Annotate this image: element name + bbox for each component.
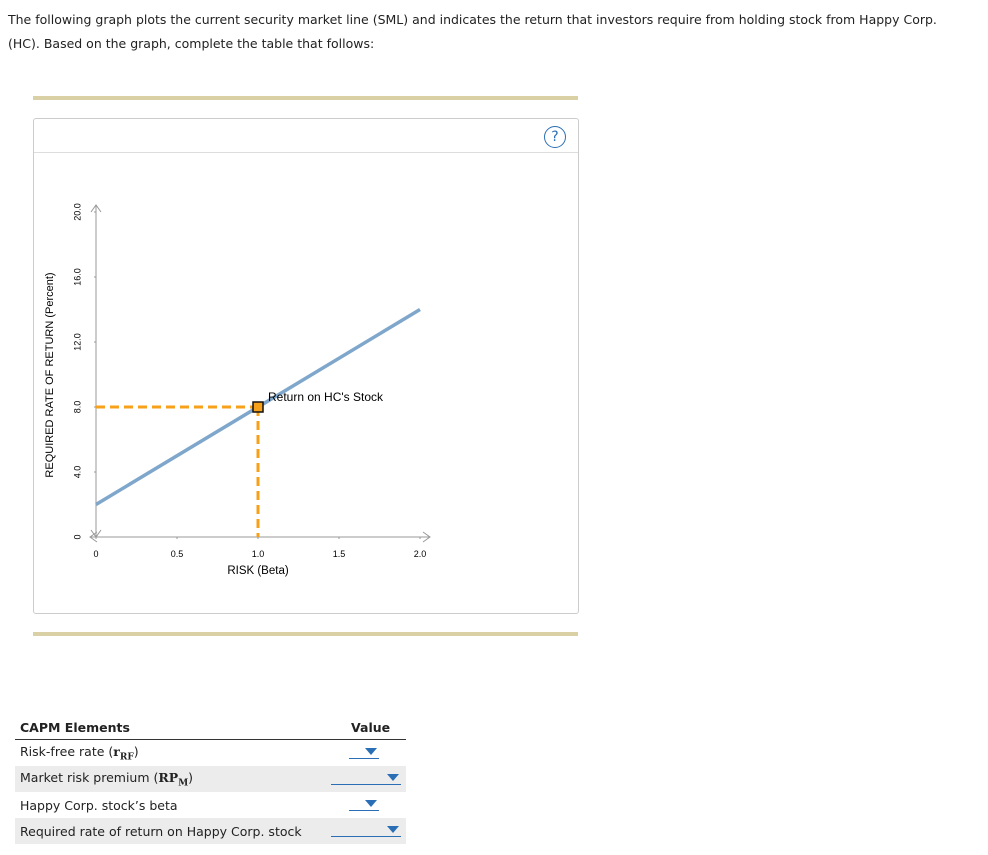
row-symbol: RPM — [154, 769, 194, 789]
annotation: Return on HC's Stock — [268, 390, 384, 404]
table-row: Risk-free rate rRF — [15, 740, 406, 767]
symbol-subscript: M — [178, 778, 189, 789]
symbol: r — [113, 743, 120, 759]
row-symbol: rRF — [108, 743, 138, 763]
symbol: RP — [158, 769, 179, 785]
value-dropdown[interactable] — [349, 744, 380, 759]
row-label-text: Required rate of return on Happy Corp. s… — [20, 823, 302, 839]
value-cell — [320, 766, 406, 792]
column-header: Value — [320, 716, 406, 740]
value-dropdown[interactable] — [331, 770, 401, 785]
value-dropdown[interactable] — [349, 796, 380, 811]
value-cell — [320, 792, 406, 818]
chart: RISK (Beta) REQUIRED RATE OF RETURN (Per… — [44, 203, 431, 577]
y-tick-label: 8.0 — [72, 401, 82, 414]
table-row: Happy Corp. stock’s beta — [15, 792, 406, 818]
panel-header-line — [34, 152, 578, 153]
symbol-subscript: RF — [119, 752, 134, 763]
intro-text: The following graph plots the current se… — [8, 12, 937, 51]
help-button[interactable]: ? — [544, 126, 566, 148]
x-tick-label: 0.5 — [171, 549, 184, 559]
value-cell — [320, 740, 406, 767]
value-cell — [320, 818, 406, 844]
x-axis-label: RISK (Beta) — [227, 565, 289, 577]
row-label: Required rate of return on Happy Corp. s… — [15, 818, 321, 844]
y-axis-arrow — [90, 204, 102, 213]
y-tick-label: 12.0 — [72, 333, 82, 351]
x-tick-label: 1.0 — [252, 549, 265, 559]
row-label: Happy Corp. stock’s beta — [15, 792, 320, 818]
y-tick-label: 0 — [72, 534, 82, 539]
row-label-text: Market risk premium — [20, 769, 154, 785]
row-label: Risk-free rate rRF — [15, 740, 320, 767]
chart-panel: ? — [33, 118, 579, 614]
capm-table: CAPM Elements Value Risk-free rate rRFMa… — [15, 716, 406, 844]
row-label-text: Happy Corp. stock’s beta — [20, 797, 178, 813]
column-header: CAPM Elements — [15, 716, 321, 740]
x-tick-label: 2.0 — [414, 549, 427, 559]
x-axis-arrow — [422, 531, 431, 543]
x-tick-label: 1.5 — [333, 549, 346, 559]
y-tick-label: 20.0 — [72, 203, 82, 221]
row-label: Market risk premium RPM — [15, 766, 321, 792]
value-dropdown[interactable] — [331, 822, 401, 837]
x-axis-arrow — [89, 531, 98, 543]
y-tick-label: 4.0 — [72, 466, 82, 479]
y-tick-label: 16.0 — [72, 268, 82, 286]
table-row: Required rate of return on Happy Corp. s… — [15, 818, 406, 844]
table-row: Market risk premium RPM — [15, 766, 406, 792]
hc-point — [252, 401, 264, 413]
y-axis-label: REQUIRED RATE OF RETURN (Percent) — [44, 272, 56, 477]
divider — [33, 96, 578, 100]
divider — [33, 632, 578, 636]
row-label-text: Risk-free rate — [20, 743, 109, 759]
x-tick-label: 0 — [93, 549, 98, 559]
